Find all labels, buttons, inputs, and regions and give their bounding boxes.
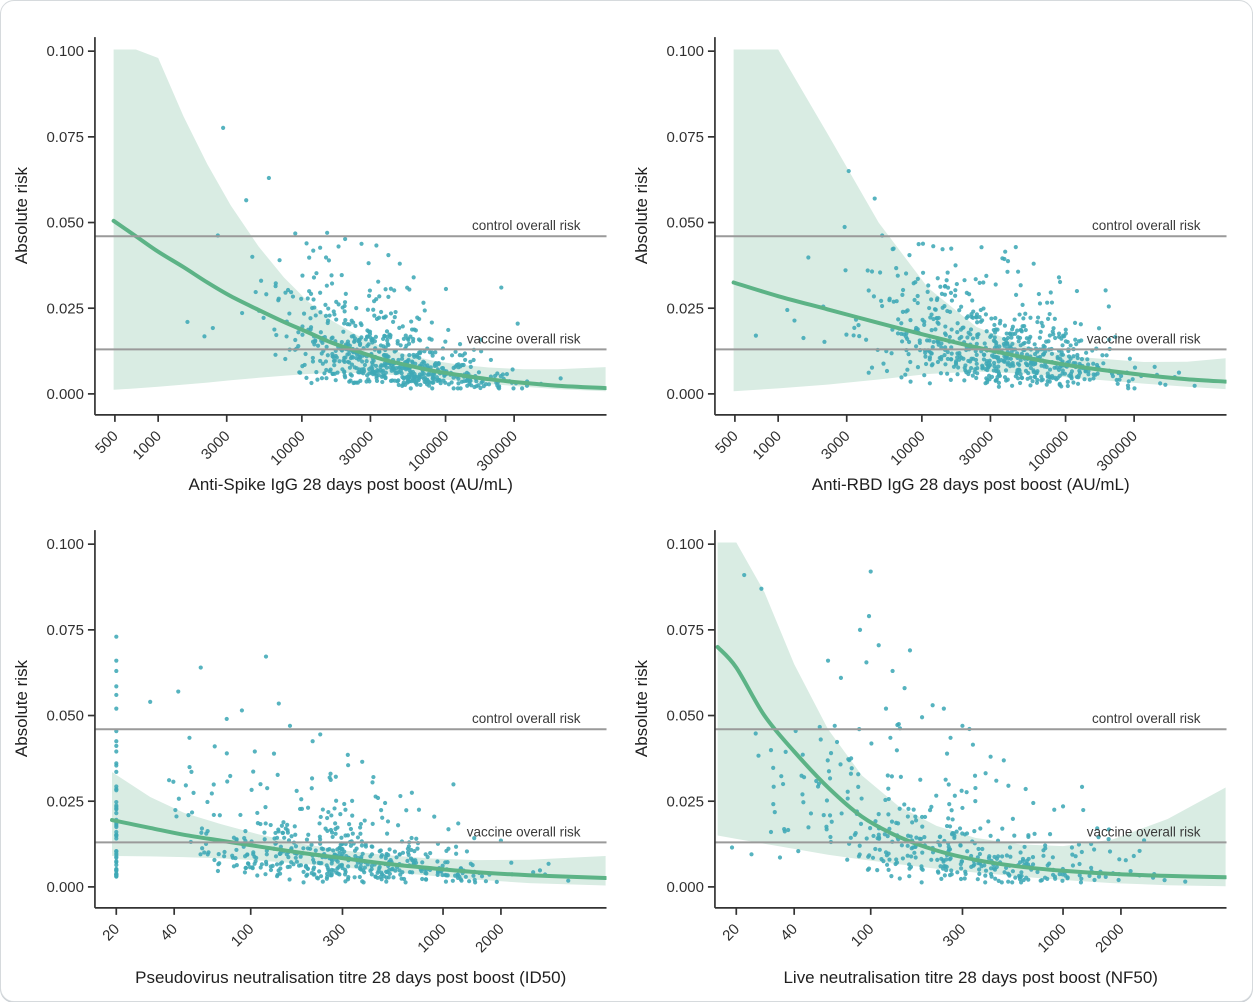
y-axis-title: Absolute risk bbox=[631, 166, 650, 264]
x-tick-label: 1000 bbox=[749, 428, 785, 464]
panel-anti-rbd-igg: control overall risk vaccine overall risk… bbox=[627, 9, 1247, 502]
x-tick-label: 100000 bbox=[405, 428, 452, 475]
x-tick-label: 100000 bbox=[1025, 428, 1072, 475]
control-risk-label: control overall risk bbox=[472, 711, 581, 726]
confidence-band bbox=[733, 49, 1226, 392]
chart-anti-spike-igg: control overall risk vaccine overall risk… bbox=[12, 37, 607, 494]
vaccine-risk-label: vaccine overall risk bbox=[467, 824, 581, 839]
y-tick-label: 0.050 bbox=[46, 708, 83, 725]
y-tick-label: 0.025 bbox=[46, 793, 83, 810]
control-risk-label: control overall risk bbox=[1091, 711, 1200, 726]
vaccine-risk-label: vaccine overall risk bbox=[467, 331, 581, 346]
control-risk-label: control overall risk bbox=[1091, 218, 1200, 233]
y-tick-label: 0.000 bbox=[666, 879, 703, 896]
y-tick-label: 0.000 bbox=[46, 386, 83, 403]
y-tick-label: 0.075 bbox=[46, 622, 83, 639]
x-axis-title: Anti-Spike IgG 28 days post boost (AU/mL… bbox=[189, 475, 513, 494]
x-axis-title: Live neutralisation titre 28 days post b… bbox=[783, 968, 1157, 987]
trend-curve bbox=[715, 644, 1227, 880]
y-tick-label: 0.075 bbox=[666, 129, 703, 146]
x-tick-label: 20 bbox=[719, 921, 743, 945]
x-tick-label: 300000 bbox=[474, 428, 521, 475]
y-tick-label: 0.000 bbox=[46, 879, 83, 896]
x-tick-label: 1000 bbox=[1034, 921, 1070, 957]
x-tick-label: 40 bbox=[157, 921, 181, 945]
x-axis-title: Anti-RBD IgG 28 days post boost (AU/mL) bbox=[811, 475, 1129, 494]
x-tick-label: 500 bbox=[92, 428, 122, 458]
confidence-band bbox=[113, 49, 606, 392]
scatter-points bbox=[729, 569, 1187, 885]
y-tick-label: 0.100 bbox=[666, 536, 703, 553]
x-tick-label: 40 bbox=[777, 921, 801, 945]
x-tick-label: 100 bbox=[847, 921, 877, 951]
y-tick-label: 0.025 bbox=[666, 300, 703, 317]
y-tick-label: 0.025 bbox=[666, 793, 703, 810]
y-tick-label: 0.050 bbox=[666, 708, 703, 725]
x-tick-label: 2000 bbox=[472, 921, 508, 957]
x-tick-label: 2000 bbox=[1092, 921, 1128, 957]
trend-curve bbox=[110, 818, 607, 880]
y-tick-label: 0.050 bbox=[46, 215, 83, 232]
y-tick-label: 0.075 bbox=[46, 129, 83, 146]
y-axis-title: Absolute risk bbox=[12, 659, 31, 757]
y-tick-label: 0.025 bbox=[46, 300, 83, 317]
vaccine-risk-label: vaccine overall risk bbox=[1086, 824, 1200, 839]
trend-curve bbox=[111, 218, 607, 391]
x-tick-label: 300000 bbox=[1093, 428, 1140, 475]
x-tick-label: 20 bbox=[99, 921, 123, 945]
x-tick-label: 1000 bbox=[129, 428, 165, 464]
chart-anti-rbd-igg: control overall risk vaccine overall risk… bbox=[631, 37, 1227, 494]
y-tick-label: 0.075 bbox=[666, 622, 703, 639]
control-risk-label: control overall risk bbox=[472, 218, 581, 233]
y-tick-label: 0.100 bbox=[46, 536, 83, 553]
x-tick-label: 500 bbox=[712, 428, 742, 458]
x-tick-label: 10000 bbox=[267, 428, 308, 469]
chart-live-neutralisation: control overall risk vaccine overall risk… bbox=[631, 530, 1227, 987]
x-tick-label: 300 bbox=[939, 921, 969, 951]
chart-pseudovirus-neutralisation: control overall risk vaccine overall risk… bbox=[12, 530, 607, 987]
x-tick-label: 30000 bbox=[955, 428, 996, 469]
y-axis-title: Absolute risk bbox=[631, 659, 650, 757]
y-axis-title: Absolute risk bbox=[12, 166, 31, 264]
y-tick-label: 0.050 bbox=[666, 215, 703, 232]
x-tick-label: 3000 bbox=[817, 428, 853, 464]
y-tick-label: 0.100 bbox=[46, 43, 83, 60]
x-tick-label: 300 bbox=[320, 921, 350, 951]
x-tick-label: 10000 bbox=[887, 428, 928, 469]
panel-live-neutralisation: control overall risk vaccine overall risk… bbox=[627, 502, 1247, 995]
vaccine-risk-label: vaccine overall risk bbox=[1086, 331, 1200, 346]
x-tick-label: 30000 bbox=[336, 428, 377, 469]
x-axis-title: Pseudovirus neutralisation titre 28 days… bbox=[135, 968, 566, 987]
y-tick-label: 0.000 bbox=[666, 386, 703, 403]
panel-pseudovirus-neutralisation: control overall risk vaccine overall risk… bbox=[7, 502, 627, 995]
y-tick-label: 0.100 bbox=[666, 43, 703, 60]
x-tick-label: 3000 bbox=[198, 428, 234, 464]
trend-curve bbox=[731, 280, 1227, 384]
x-tick-label: 100 bbox=[228, 921, 258, 951]
panel-anti-spike-igg: control overall risk vaccine overall risk… bbox=[7, 9, 627, 502]
x-tick-label: 1000 bbox=[414, 921, 450, 957]
